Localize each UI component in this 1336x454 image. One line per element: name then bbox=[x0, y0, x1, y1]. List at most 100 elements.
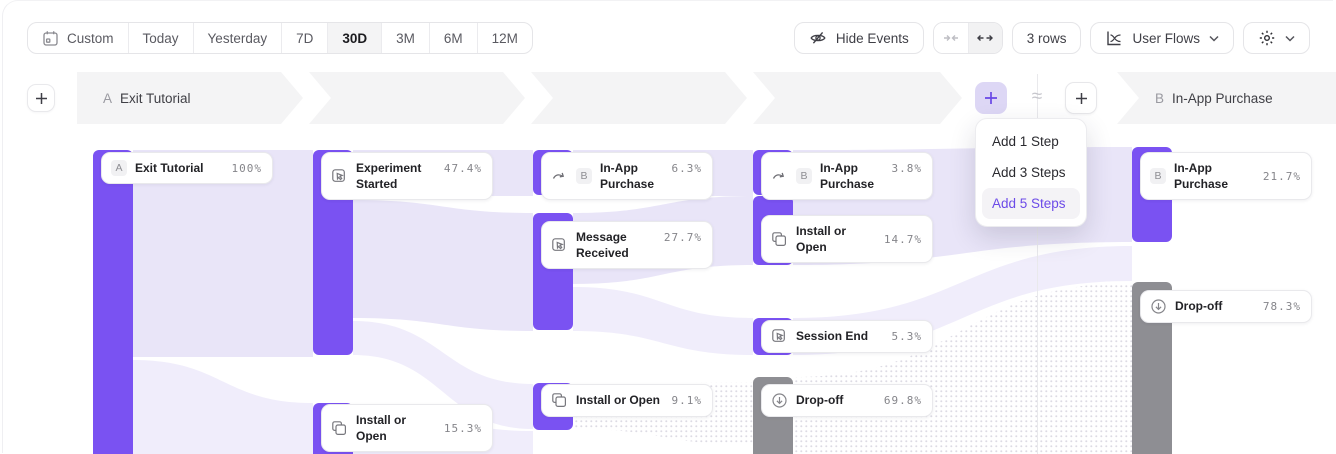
step-letter: B bbox=[1155, 90, 1165, 106]
date-range-label: Today bbox=[142, 30, 179, 46]
event-letter-badge: B bbox=[576, 168, 592, 185]
menu-item-add-5-steps[interactable]: Add 5 Steps bbox=[982, 188, 1080, 219]
date-range-3m[interactable]: 3M bbox=[382, 23, 430, 53]
dropoff-icon bbox=[771, 392, 788, 409]
step-segment-2 bbox=[309, 72, 525, 124]
event-icon bbox=[331, 168, 348, 185]
node-percentage: 9.1% bbox=[671, 394, 702, 407]
step-segment-start[interactable]: A Exit Tutorial bbox=[77, 72, 303, 124]
flow-node-card-session-end[interactable]: Session End 5.3% bbox=[761, 320, 933, 353]
date-range-6m[interactable]: 6M bbox=[430, 23, 478, 53]
rows-button[interactable]: 3 rows bbox=[1011, 22, 1082, 54]
date-range-label: 30D bbox=[342, 30, 368, 46]
flow-node-card-in-app-purchase-1[interactable]: B In-App Purchase 6.3% bbox=[541, 152, 713, 201]
sankey-link bbox=[133, 360, 313, 454]
chevron-down-icon bbox=[1209, 35, 1219, 42]
node-label: Exit Tutorial bbox=[135, 161, 204, 175]
flow-node-card-exit-tutorial[interactable]: A Exit Tutorial 100% bbox=[101, 152, 273, 185]
flow-node-card-message-received[interactable]: Message Received 27.7% bbox=[541, 221, 713, 270]
node-percentage: 27.7% bbox=[663, 231, 702, 244]
node-label: Drop-off bbox=[796, 393, 844, 408]
event-icon bbox=[771, 328, 788, 345]
collapse-columns-button[interactable] bbox=[933, 23, 968, 53]
date-range-label: 7D bbox=[296, 30, 314, 46]
node-label: Install or Open bbox=[576, 393, 661, 408]
approx-symbol: ≈ bbox=[1031, 86, 1043, 107]
user-flows-chart-icon bbox=[1105, 29, 1123, 47]
step-letter: A bbox=[103, 90, 113, 106]
view-selector-button[interactable]: User Flows bbox=[1090, 22, 1234, 54]
toolbar: Custom Today Yesterday 7D 30D 3M 6M 12M Hide Ev… bbox=[0, 0, 1336, 72]
rows-label: 3 rows bbox=[1026, 30, 1067, 46]
view-selector-label: User Flows bbox=[1132, 30, 1200, 46]
calendar-icon bbox=[42, 30, 59, 47]
flow-node-card-in-app-purchase-2[interactable]: B In-App Purchase 3.8% bbox=[761, 152, 933, 201]
date-range-yesterday[interactable]: Yesterday bbox=[194, 23, 283, 53]
arrows-outward-icon bbox=[977, 32, 994, 44]
purchase-icon bbox=[551, 168, 568, 185]
menu-item-add-1-step[interactable]: Add 1 Step bbox=[992, 134, 1059, 149]
event-letter-badge: B bbox=[1150, 168, 1166, 185]
dropoff-icon bbox=[1150, 298, 1167, 315]
date-range-custom[interactable]: Custom bbox=[28, 23, 129, 53]
step-segment-4 bbox=[753, 72, 962, 124]
add-step-left-button[interactable] bbox=[27, 84, 55, 112]
step-segment-end[interactable]: B In-App Purchase bbox=[1117, 72, 1336, 124]
install-icon bbox=[771, 231, 788, 248]
gear-icon bbox=[1258, 29, 1276, 47]
flow-node-card-in-app-purchase-3[interactable]: B In-App Purchase 21.7% bbox=[1140, 152, 1312, 201]
node-label: Experiment Started bbox=[356, 161, 422, 192]
sankey-link bbox=[793, 283, 1132, 454]
flow-node-card-drop-off-1[interactable]: Drop-off 69.8% bbox=[761, 384, 933, 417]
node-percentage: 14.7% bbox=[883, 232, 922, 246]
date-range-label: 3M bbox=[396, 30, 415, 46]
node-label: In-App Purchase bbox=[600, 161, 655, 192]
flow-node-card-install-or-open-1[interactable]: Install or Open 15.3% bbox=[321, 404, 493, 453]
flow-node-card-install-or-open-2[interactable]: Install or Open 9.1% bbox=[541, 384, 713, 417]
node-percentage: 100% bbox=[231, 161, 262, 175]
add-steps-button-active[interactable] bbox=[975, 82, 1007, 114]
step-segment-3 bbox=[531, 72, 747, 124]
node-label: Message Received bbox=[576, 230, 629, 261]
date-range-7d[interactable]: 7D bbox=[282, 23, 329, 53]
settings-button[interactable] bbox=[1243, 22, 1310, 54]
date-range-12m[interactable]: 12M bbox=[478, 23, 532, 53]
date-range-30d[interactable]: 30D bbox=[328, 23, 383, 53]
step-title: In-App Purchase bbox=[1172, 90, 1273, 106]
node-percentage: 3.8% bbox=[891, 162, 922, 175]
step-title: Exit Tutorial bbox=[120, 90, 191, 106]
node-percentage: 21.7% bbox=[1262, 169, 1301, 183]
step-end-label: B In-App Purchase bbox=[1117, 91, 1273, 106]
node-percentage: 69.8% bbox=[883, 394, 922, 407]
sankey-link bbox=[573, 287, 753, 355]
node-percentage: 47.4% bbox=[443, 162, 482, 175]
date-range-label: 6M bbox=[443, 30, 463, 46]
flow-node-card-experiment-started[interactable]: Experiment Started 47.4% bbox=[321, 152, 493, 201]
event-letter-badge: A bbox=[111, 160, 127, 177]
node-label: In-App Purchase bbox=[1174, 161, 1229, 192]
flow-step-header: A Exit Tutorial ≈ B In-App Purchase bbox=[0, 72, 1336, 124]
node-label: Install or Open bbox=[356, 413, 407, 444]
node-percentage: 6.3% bbox=[671, 162, 702, 175]
expand-columns-button[interactable] bbox=[967, 23, 1002, 53]
flow-bar[interactable] bbox=[93, 150, 133, 454]
date-range-selector: Custom Today Yesterday 7D 30D 3M 6M 12M bbox=[27, 22, 533, 54]
install-icon bbox=[551, 392, 568, 409]
eye-off-icon bbox=[809, 29, 827, 47]
hide-events-label: Hide Events bbox=[835, 30, 909, 46]
node-percentage: 15.3% bbox=[443, 421, 482, 435]
menu-item-add-3-steps[interactable]: Add 3 Steps bbox=[992, 165, 1066, 180]
node-label: In-App Purchase bbox=[820, 161, 875, 192]
flow-node-card-drop-off-2[interactable]: Drop-off 78.3% bbox=[1140, 290, 1312, 323]
node-percentage: 5.3% bbox=[891, 330, 922, 343]
add-step-right-button[interactable] bbox=[1065, 82, 1097, 114]
date-range-today[interactable]: Today bbox=[129, 23, 194, 53]
date-range-label: 12M bbox=[491, 30, 518, 46]
flow-node-card-install-or-open-3[interactable]: Install or Open 14.7% bbox=[761, 215, 933, 264]
install-icon bbox=[331, 420, 348, 437]
sankey-link bbox=[353, 200, 533, 331]
chevron-down-icon bbox=[1285, 35, 1295, 42]
date-range-label: Custom bbox=[67, 30, 114, 46]
hide-events-button[interactable]: Hide Events bbox=[793, 22, 924, 54]
